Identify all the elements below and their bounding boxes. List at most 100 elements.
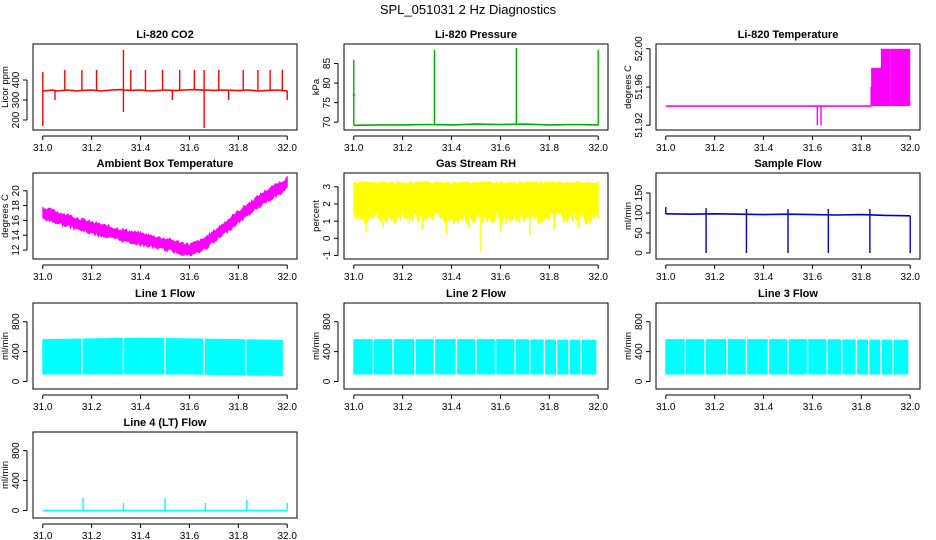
x-tick-label: 31.6 — [491, 402, 511, 413]
x-tick-label: 32.0 — [277, 531, 297, 540]
x-tick-label: 31.6 — [180, 272, 200, 283]
panel-5: Gas Stream RH 31.0 31.2 31.4 31.6 31.8 32.0 -1 0… — [311, 158, 609, 283]
x-tick-label: 31.6 — [803, 272, 823, 283]
x-axis: 31.0 31.2 31.4 31.6 31.8 32.0 — [33, 264, 297, 283]
x-tick-label: 32.0 — [588, 272, 608, 283]
y-tick-label: 18 — [11, 200, 22, 212]
y-tick-label: 100 — [634, 204, 645, 221]
x-tick-label: 31.4 — [131, 531, 151, 540]
panel-9: Line 3 Flow 31.0 31.2 31.4 31.6 31.8 32.0 0 400 8… — [623, 288, 921, 413]
data-region — [890, 48, 911, 107]
y-tick-label: 400 — [11, 71, 22, 88]
y-axis: 0 400 800 — [322, 313, 339, 384]
y-tick-label: 16 — [11, 214, 22, 226]
x-tick-label: 31.4 — [131, 402, 151, 413]
y-tick-label: 150 — [634, 184, 645, 201]
x-tick-label: 32.0 — [277, 272, 297, 283]
x-tick-label: 31.2 — [705, 272, 725, 283]
x-tick-label: 31.0 — [344, 143, 364, 154]
y-axis: -1 0 1 2 3 — [322, 184, 339, 260]
x-tick-label: 31.8 — [229, 402, 249, 413]
x-tick-label: 31.2 — [82, 531, 102, 540]
x-tick-label: 31.8 — [229, 272, 249, 283]
x-tick-label: 31.4 — [442, 143, 462, 154]
y-tick-label: 20 — [11, 185, 22, 197]
panel-1: Li-820 CO2 31.0 31.2 31.4 31.6 31.8 32.0 200 300… — [0, 29, 298, 154]
x-tick-label: 31.2 — [705, 402, 725, 413]
plot-frame — [32, 431, 298, 519]
y-axis: 51.92 51.96 52.00 — [634, 36, 651, 138]
plot-frame — [343, 302, 609, 390]
x-tick-label: 31.2 — [82, 402, 102, 413]
y-axis-label: ml/min — [623, 332, 634, 360]
y-tick-label: 70 — [322, 116, 333, 128]
y-axis-label: ml/min — [311, 332, 322, 360]
panel-title: Line 3 Flow — [758, 288, 818, 300]
x-axis: 31.0 31.2 31.4 31.6 31.8 32.0 — [33, 394, 297, 413]
x-axis: 31.0 31.2 31.4 31.6 31.8 32.0 — [33, 135, 297, 154]
y-tick-label: 0 — [634, 250, 645, 256]
x-tick-label: 32.0 — [277, 143, 297, 154]
x-tick-label: 31.8 — [229, 143, 249, 154]
x-tick-label: 31.8 — [852, 143, 872, 154]
y-tick-label: 3 — [322, 184, 333, 190]
y-axis: 0 50 100 150 — [634, 184, 651, 256]
x-tick-label: 31.4 — [754, 272, 774, 283]
x-tick-label: 31.6 — [803, 143, 823, 154]
data-line — [42, 88, 288, 92]
x-tick-label: 31.6 — [491, 143, 511, 154]
panel-6: Sample Flow 31.0 31.2 31.4 31.6 31.8 32.0 0 50 10… — [623, 158, 921, 283]
data-marks — [42, 50, 288, 128]
x-tick-label: 31.2 — [82, 143, 102, 154]
panel-2: Li-820 Pressure 31.0 31.2 31.4 31.6 31.8 32.0 7… — [311, 29, 609, 154]
x-axis: 31.0 31.2 31.4 31.6 31.8 32.0 — [344, 135, 608, 154]
x-tick-label: 31.4 — [754, 402, 774, 413]
panel-8: Line 2 Flow 31.0 31.2 31.4 31.6 31.8 32.0 0 400 8… — [311, 288, 609, 413]
data-marks — [353, 337, 597, 377]
x-tick-label: 31.6 — [803, 402, 823, 413]
x-tick-label: 31.2 — [393, 143, 413, 154]
flow-band — [665, 339, 909, 375]
y-tick-label: 0 — [322, 378, 333, 384]
y-tick-label: 2 — [322, 201, 333, 207]
x-tick-label: 31.2 — [82, 272, 102, 283]
y-tick-label: 800 — [11, 313, 22, 330]
x-tick-label: 32.0 — [900, 143, 920, 154]
x-tick-label: 31.0 — [656, 402, 676, 413]
y-axis: 0 400 800 — [11, 313, 28, 384]
y-axis-label: ml/min — [0, 461, 11, 489]
x-tick-label: 31.2 — [393, 402, 413, 413]
y-axis: 200 300 400 — [11, 71, 28, 128]
x-tick-label: 32.0 — [588, 143, 608, 154]
y-tick-label: 400 — [322, 343, 333, 360]
data-marks — [42, 337, 283, 377]
y-tick-label: 0 — [634, 378, 645, 384]
x-tick-label: 31.0 — [33, 143, 53, 154]
plot-frame — [32, 43, 298, 131]
x-tick-label: 31.8 — [852, 272, 872, 283]
plot-frame — [343, 172, 609, 260]
x-tick-label: 32.0 — [588, 402, 608, 413]
y-axis: 70 75 80 85 — [322, 58, 339, 128]
y-tick-label: 400 — [11, 343, 22, 360]
x-tick-label: 31.4 — [131, 143, 151, 154]
y-tick-label: 50 — [634, 227, 645, 239]
flow-band — [42, 337, 283, 377]
plot-frame — [32, 172, 298, 260]
y-axis: 0 400 800 — [634, 313, 651, 384]
x-axis: 31.0 31.2 31.4 31.6 31.8 32.0 — [656, 394, 920, 413]
x-tick-label: 31.6 — [180, 402, 200, 413]
plot-frame — [343, 43, 609, 131]
x-tick-label: 31.0 — [656, 143, 676, 154]
y-axis-label: ml/min — [623, 202, 634, 230]
y-tick-label: 12 — [11, 244, 22, 256]
y-axis-label: degrees C — [623, 65, 634, 109]
y-tick-label: 75 — [322, 97, 333, 109]
x-tick-label: 31.4 — [442, 402, 462, 413]
data-region — [871, 67, 891, 107]
y-axis-label: percent — [311, 200, 322, 232]
y-tick-label: 800 — [634, 313, 645, 330]
y-axis-label: degrees C — [0, 194, 11, 238]
